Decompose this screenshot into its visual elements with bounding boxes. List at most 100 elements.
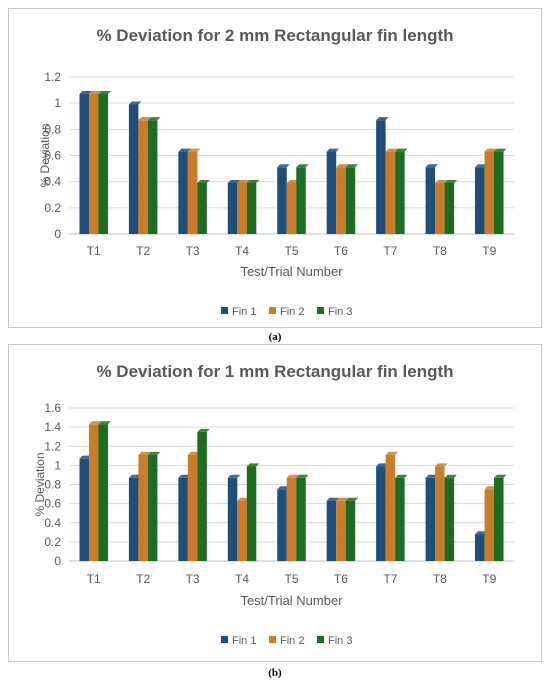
chart-a-legend-label-2: Fin 2: [280, 306, 304, 318]
chart-b-bar-top: [385, 451, 399, 455]
chart-b-x-tick-label: T8: [433, 572, 447, 586]
chart-b-bar-fin-3-t3: [197, 431, 207, 561]
chart-b-y-tick-label: 0.8: [44, 478, 61, 492]
chart-b-y-tick-label: 1.2: [44, 439, 61, 453]
chart-a-bar-top: [484, 148, 498, 152]
chart-b-bar-fin-3-t7: [395, 477, 405, 561]
chart-a-bar-top: [435, 179, 448, 183]
chart-a-bar-fin-3-t3: [197, 182, 207, 234]
chart-b-bar-top: [237, 497, 250, 501]
chart-b-y-tick-label: 0.2: [44, 535, 61, 549]
chart-b-bar-top: [444, 474, 458, 478]
chart-b-bar-fin-1-t1: [79, 458, 89, 561]
chart-b-x-tick-label: T2: [136, 572, 150, 586]
chart-b-y-tick-label: 0: [54, 554, 61, 568]
chart-a-bar-fin-3-t4: [246, 182, 257, 234]
chart-b-bar-top: [395, 474, 408, 478]
chart-a-x-tick-label: T9: [482, 244, 496, 258]
chart-a-legend-swatch-1: [221, 307, 228, 314]
chart-a-bar-fin-1-t1: [79, 94, 89, 234]
chart-panel-b: % Deviation for 1 mm Rectangular fin len…: [8, 344, 542, 662]
chart-b-x-tick-label: T3: [186, 572, 200, 586]
chart-a-bar-top: [138, 117, 151, 121]
chart-a-title: % Deviation for 2 mm Rectangular fin len…: [96, 26, 453, 45]
chart-b-bar-fin-3-t4: [246, 466, 257, 561]
chart-b-y-axis-label: % Deviation: [33, 452, 47, 516]
chart-a-bar-fin-2-t2: [138, 120, 148, 234]
chart-b-svg: % Deviation for 1 mm Rectangular fin len…: [33, 362, 514, 647]
chart-b-y-tick-label: 1.6: [44, 401, 61, 415]
chart-a-bar-top: [277, 164, 290, 168]
chart-a-bar-top: [88, 91, 102, 95]
chart-a-bar-top: [246, 179, 260, 183]
chart-a-bar-fin-2-t1: [88, 94, 99, 234]
chart-a-bar-fin-2-t8: [435, 182, 445, 234]
chart-b-bar-top: [494, 474, 507, 478]
chart-b-bar-top: [187, 451, 201, 455]
chart-a-bar-top: [197, 179, 210, 183]
chart-a-x-tick-label: T3: [186, 244, 200, 258]
chart-a-bar-top: [395, 148, 408, 152]
chart-a-bar-top: [98, 91, 111, 95]
chart-a-x-tick-label: T6: [334, 244, 348, 258]
chart-a-x-axis-label: Test/Trial Number: [240, 264, 343, 279]
chart-a-x-tick-label: T2: [136, 244, 150, 258]
chart-b-bar-fin-3-t1: [98, 424, 108, 561]
chart-a-bar-top: [178, 148, 191, 152]
chart-a-y-tick-label: 1.2: [44, 70, 61, 84]
chart-a-bar-fin-2-t9: [484, 151, 495, 234]
chart-b-y-tick-label: 0.4: [44, 516, 61, 530]
chart-a-bar-fin-1-t2: [128, 104, 139, 234]
chart-b-legend-swatch-3: [317, 636, 324, 643]
chart-b-caption: (b): [268, 667, 282, 679]
chart-b-bar-top: [79, 455, 92, 459]
chart-a-y-tick-label: 0.6: [44, 149, 61, 163]
chart-b-bar-top: [227, 474, 241, 478]
chart-a-bar-top: [296, 164, 309, 168]
chart-b-bar-fin-2-t3: [187, 454, 198, 561]
chart-a-y-tick-label: 0: [54, 227, 61, 241]
chart-b-bar-top: [435, 463, 448, 467]
chart-a-x-tick-label: T7: [383, 244, 397, 258]
chart-b-bar-fin-2-t8: [435, 466, 445, 561]
chart-a-bar-fin-3-t8: [444, 182, 455, 234]
chart-b-bar-fin-1-t8: [425, 477, 436, 561]
chart-a-svg: % Deviation for 2 mm Rectangular fin len…: [38, 26, 514, 318]
chart-a-bar-fin-1-t7: [376, 120, 386, 234]
chart-a-bar-fin-3-t9: [494, 151, 504, 234]
chart-a-legend-label-1: Fin 1: [232, 306, 256, 318]
chart-b-bar-top: [178, 474, 191, 478]
chart-a-bar-top: [475, 164, 488, 168]
chart-a-bar-fin-1-t3: [178, 151, 188, 234]
chart-a-bar-fin-2-t3: [187, 151, 198, 234]
chart-b-bar-fin-1-t6: [326, 500, 337, 561]
chart-b-bar-top: [138, 451, 151, 455]
chart-b-x-tick-label: T4: [235, 572, 249, 586]
chart-b-bar-top: [147, 451, 161, 455]
chart-b-bar-top: [425, 474, 439, 478]
chart-a-legend-swatch-2: [269, 307, 276, 314]
chart-a-bar-top: [147, 117, 161, 121]
chart-a-x-tick-label: T8: [433, 244, 447, 258]
chart-b-bar-top: [336, 497, 349, 501]
chart-a-bar-top: [227, 179, 241, 183]
chart-b-bar-fin-2-t5: [286, 477, 297, 561]
chart-b-bar-fin-2-t6: [336, 500, 346, 561]
chart-a-bar-top: [128, 101, 142, 105]
chart-b-legend-swatch-1: [221, 636, 228, 643]
chart-a-bar-fin-2-t7: [385, 151, 396, 234]
chart-b-bar-fin-3-t2: [147, 454, 158, 561]
chart-a-bar-fin-3-t5: [296, 167, 306, 234]
chart-b-bar-top: [484, 486, 498, 490]
chart-a-bar-fin-1-t9: [475, 167, 485, 234]
chart-b-legend-label-1: Fin 1: [232, 635, 256, 647]
chart-b-bar-fin-2-t7: [385, 454, 396, 561]
chart-b-bar-fin-3-t5: [296, 477, 306, 561]
chart-a-bar-top: [336, 164, 349, 168]
chart-a-bar-top: [376, 117, 389, 121]
chart-b-bar-top: [296, 474, 309, 478]
chart-b-y-tick-label: 0.6: [44, 497, 61, 511]
chart-b-bar-fin-1-t4: [227, 477, 238, 561]
chart-panel-a: % Deviation for 2 mm Rectangular fin len…: [8, 8, 542, 328]
chart-a-bar-top: [494, 148, 507, 152]
